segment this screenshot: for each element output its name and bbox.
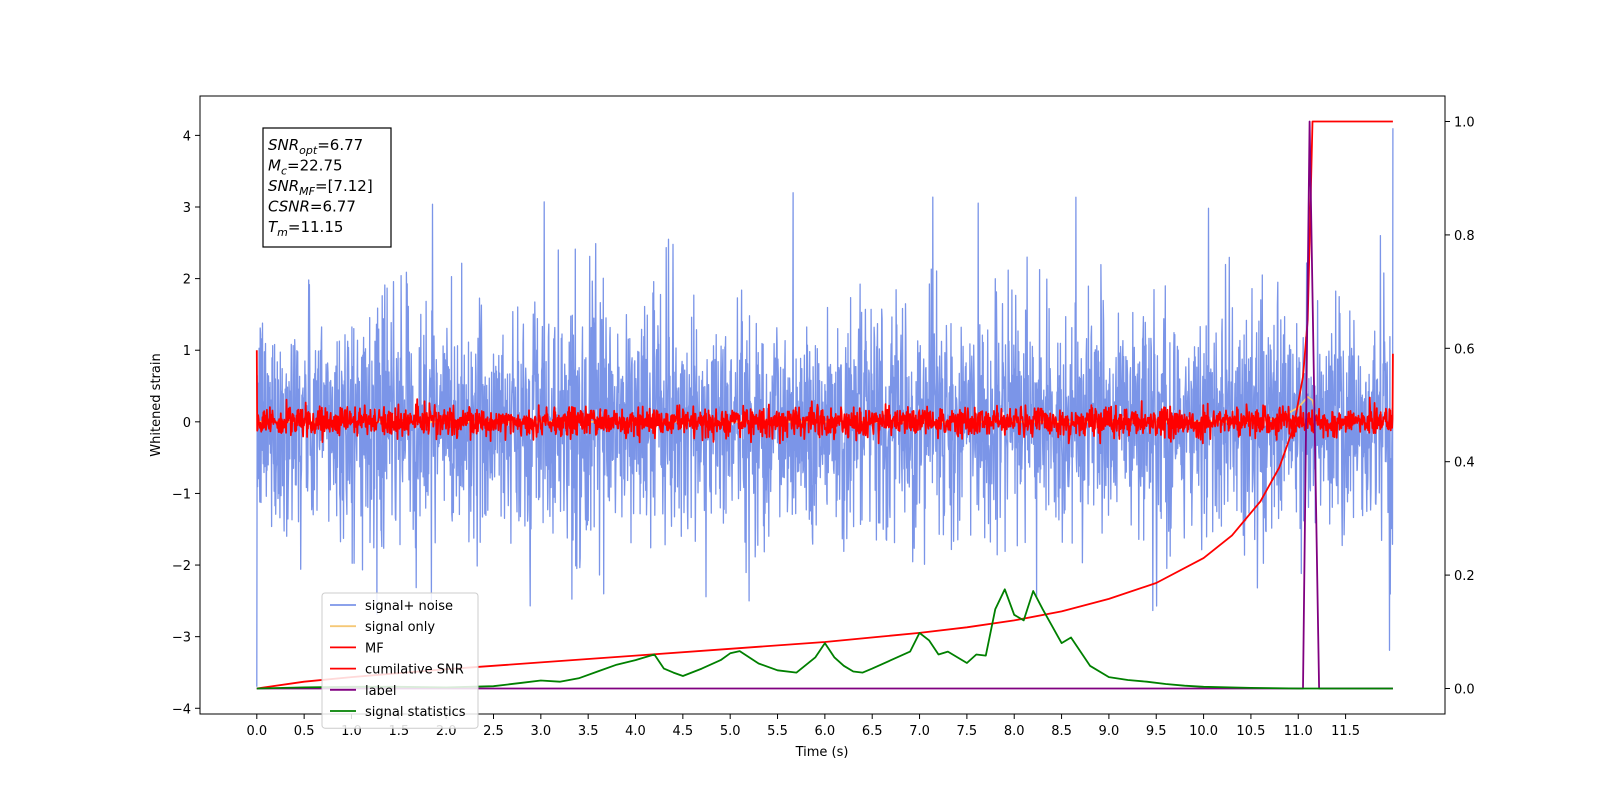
y-tick-label: −1 <box>172 487 191 502</box>
annotation-line: CSNR=6.77 <box>268 198 356 216</box>
x-tick-label: 7.5 <box>957 724 978 739</box>
series-signal-statistics <box>256 588 1393 690</box>
x-tick-label: 7.0 <box>909 724 930 739</box>
x-tick-label: 6.5 <box>862 724 883 739</box>
y-tick-label: −4 <box>172 702 191 717</box>
legend-label: signal only <box>365 620 435 635</box>
x-tick-label: 10.5 <box>1236 724 1265 739</box>
x-tick-label: 0.0 <box>246 724 267 739</box>
y-tick-label: 1 <box>183 344 191 359</box>
x-axis-label: Time (s) <box>795 745 849 760</box>
y-tick-label: 2 <box>183 273 191 288</box>
x-tick-label: 4.5 <box>673 724 694 739</box>
series-mf <box>255 350 1394 445</box>
legend-label: label <box>365 684 396 699</box>
legend-label: signal+ noise <box>365 599 453 614</box>
legend-frame <box>321 592 479 729</box>
x-tick-label: 3.5 <box>578 724 599 739</box>
legend-label: MF <box>365 641 384 656</box>
annotation-box: SNRopt=6.77Mc=22.75SNRMF=[7.12]CSNR=6.77… <box>262 127 392 248</box>
y-tick-label: −3 <box>172 631 191 646</box>
y-axis-label: Whitened strain <box>149 353 164 456</box>
y-tick-label: 4 <box>183 129 191 144</box>
y-tick-label: 0 <box>183 416 191 431</box>
y2-tick-label: 1.0 <box>1454 116 1475 131</box>
annotation-line: SNRopt=6.77 <box>268 136 363 157</box>
x-tick-label: 5.5 <box>767 724 788 739</box>
legend-label: cumilative SNR <box>365 663 464 678</box>
x-tick-label: 9.0 <box>1099 724 1120 739</box>
x-tick-label: 8.0 <box>1004 724 1025 739</box>
y2-tick-label: 0.0 <box>1454 682 1475 697</box>
x-tick-label: 6.0 <box>815 724 836 739</box>
plot-frame <box>199 95 1446 715</box>
y-axis-right: 1.0 0.8 0.6 0.4 0.2 0.0 <box>1445 116 1475 697</box>
x-tick-label: 10.0 <box>1189 724 1218 739</box>
y2-tick-label: 0.8 <box>1454 229 1475 244</box>
x-tick-label: 0.5 <box>294 724 315 739</box>
annotation-line: Mc=22.75 <box>268 157 343 178</box>
annotation-line: Tm=11.15 <box>268 218 343 239</box>
x-tick-label: 2.5 <box>483 724 504 739</box>
x-tick-label: 9.5 <box>1146 724 1167 739</box>
y-axis-left: 4 3 2 1 0 −1 −2 −3 −4 <box>172 129 200 717</box>
legend-label: signal statistics <box>365 705 466 720</box>
y2-tick-label: 0.4 <box>1454 456 1475 471</box>
y-tick-label: 3 <box>183 201 191 216</box>
x-tick-label: 5.0 <box>720 724 741 739</box>
series-layer <box>255 120 1394 690</box>
legend: signal+ noise signal only MF cumilative SNR… <box>321 592 479 729</box>
y-tick-label: −2 <box>172 559 191 574</box>
x-tick-label: 3.0 <box>530 724 551 739</box>
x-tick-label: 11.5 <box>1331 724 1360 739</box>
annotation-line: SNRMF=[7.12] <box>268 177 373 198</box>
y2-tick-label: 0.2 <box>1454 569 1475 584</box>
x-tick-label: 11.0 <box>1284 724 1313 739</box>
series-cumilative-snr <box>256 120 1393 690</box>
x-tick-label: 4.0 <box>625 724 646 739</box>
x-tick-label: 8.5 <box>1051 724 1072 739</box>
y2-tick-label: 0.6 <box>1454 342 1475 357</box>
